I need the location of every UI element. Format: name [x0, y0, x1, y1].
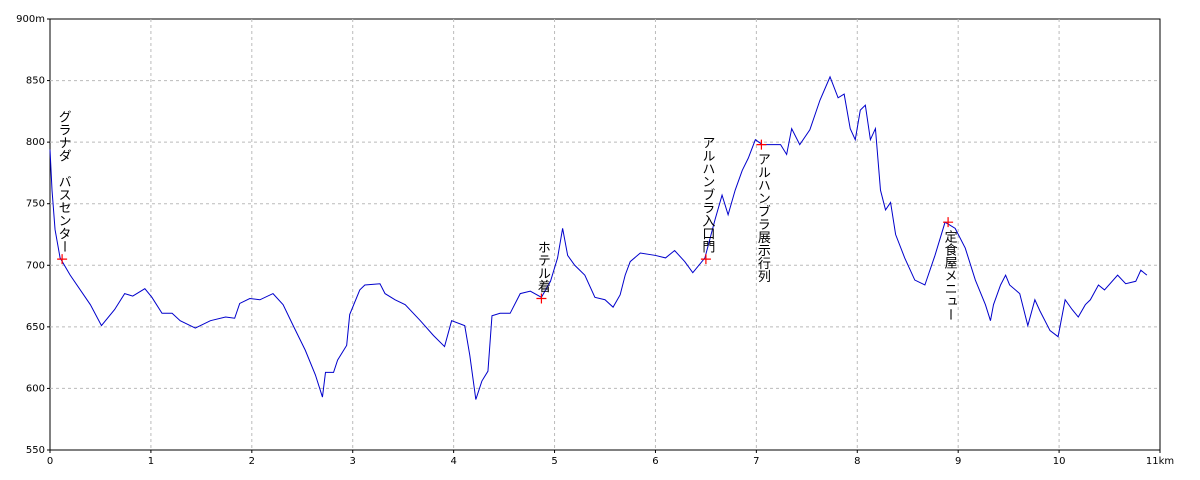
- y-tick-label: 750: [26, 199, 45, 210]
- waypoint-marker: [943, 217, 954, 228]
- x-tick-label: 3: [350, 456, 356, 467]
- waypoint-label: アルハンブラ展示行列: [755, 153, 771, 284]
- x-tick-label: 7: [753, 456, 759, 467]
- waypoint-label: 定食屋メニュー: [942, 230, 958, 321]
- y-tick-label: 850: [26, 76, 45, 87]
- x-tick-label: 4: [450, 456, 456, 467]
- x-tick-label: 11km: [1146, 456, 1174, 467]
- x-tick-label: 2: [249, 456, 255, 467]
- waypoint-marker: [57, 254, 68, 265]
- y-tick-label: 800: [26, 137, 45, 148]
- x-tick-label: 8: [854, 456, 860, 467]
- x-tick-label: 5: [551, 456, 557, 467]
- y-tick-label: 650: [26, 322, 45, 333]
- x-tick-label: 0: [47, 456, 53, 467]
- waypoint-marker: [700, 254, 711, 265]
- waypoint-marker: [756, 139, 767, 150]
- waypoint-label: グラナダ バスセンター: [56, 110, 72, 253]
- x-tick-label: 1: [148, 456, 154, 467]
- x-tick-label: 10: [1053, 456, 1066, 467]
- waypoint-marker: [536, 293, 547, 304]
- y-tick-label: 700: [26, 260, 45, 271]
- waypoint-label: ホテル着: [535, 241, 551, 294]
- y-tick-label: 900m: [16, 14, 45, 25]
- x-tick-label: 9: [955, 456, 961, 467]
- elevation-line: [49, 75, 1148, 400]
- x-tick-label: 6: [652, 456, 658, 467]
- waypoint-label: アルハンブラ入口門: [699, 136, 715, 254]
- y-tick-label: 600: [26, 383, 45, 394]
- y-tick-label: 550: [26, 445, 45, 456]
- plot-area: [49, 18, 1161, 451]
